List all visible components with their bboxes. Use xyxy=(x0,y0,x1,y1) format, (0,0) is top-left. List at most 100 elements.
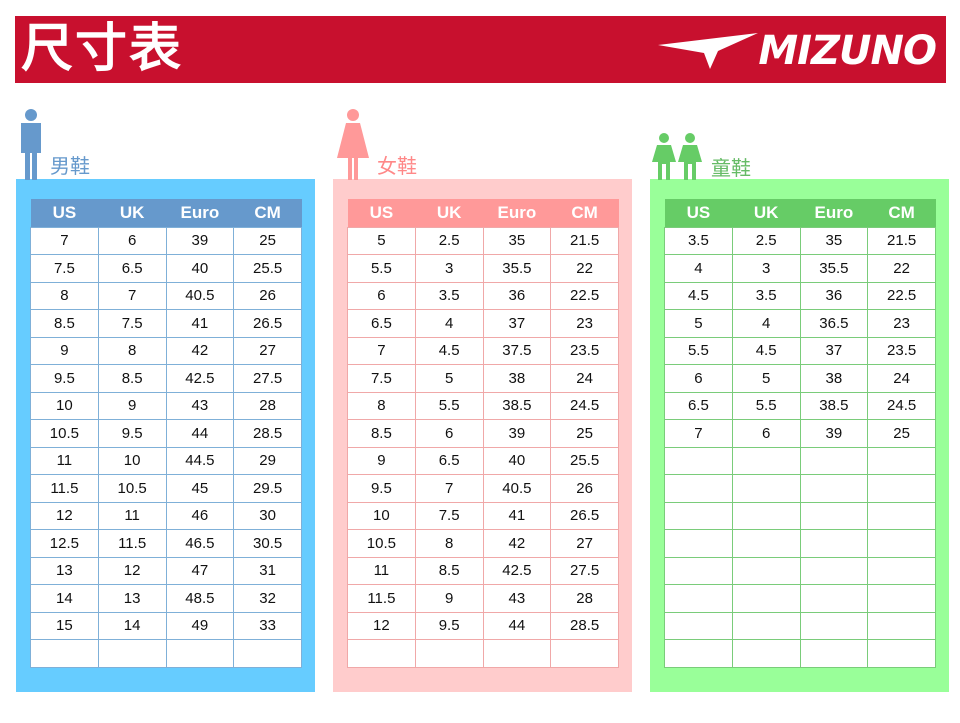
table-cell: 35 xyxy=(799,226,869,255)
table-cell: 22 xyxy=(550,254,619,283)
table-row: 11 10 44.5 29 xyxy=(30,446,302,475)
table-cell xyxy=(233,639,302,668)
table-cell: 3.5 xyxy=(664,226,733,255)
table-cell: 8.5 xyxy=(347,419,416,448)
table-cell xyxy=(799,639,869,668)
table-cell: 25 xyxy=(867,419,936,448)
table-row: 11.5 9 43 28 xyxy=(347,584,619,613)
table-cell: 8.5 xyxy=(30,309,99,338)
table-cell: 40.5 xyxy=(482,474,552,503)
table-cell: 28.5 xyxy=(550,611,619,640)
table-cell: 45 xyxy=(165,474,235,503)
table-cell: 49 xyxy=(165,611,235,640)
table-row: 6 5 38 24 xyxy=(664,364,936,393)
mizuno-logo: MIZUNO xyxy=(658,26,937,76)
table-cell: 9.5 xyxy=(30,364,99,393)
table-row xyxy=(664,446,936,475)
table-row: 10 7.5 41 26.5 xyxy=(347,501,619,530)
table-cell: 6 xyxy=(731,419,801,448)
table-row: 9 6.5 40 25.5 xyxy=(347,446,619,475)
table-cell xyxy=(867,556,936,585)
table-cell: 11 xyxy=(347,556,416,585)
table-cell: 11.5 xyxy=(97,529,167,558)
table-cell xyxy=(97,639,167,668)
table-cell: 8 xyxy=(347,391,416,420)
column-header: CM xyxy=(867,199,936,227)
table-cell: 3.5 xyxy=(731,281,801,310)
table-cell xyxy=(867,501,936,530)
table-cell: 38.5 xyxy=(799,391,869,420)
runbird-icon xyxy=(658,33,759,69)
table-cell: 4 xyxy=(731,309,801,338)
table-cell: 10.5 xyxy=(30,419,99,448)
table-row: 7 6 39 25 xyxy=(30,226,302,255)
table-cell xyxy=(664,639,733,668)
table-cell: 5 xyxy=(664,309,733,338)
table-cell: 29.5 xyxy=(233,474,302,503)
table-cell: 22.5 xyxy=(550,281,619,310)
table-row: 7 6 39 25 xyxy=(664,419,936,448)
table-cell: 8 xyxy=(414,529,484,558)
table-cell xyxy=(664,611,733,640)
women-size-table: US UK Euro CM 5 2.5 35 21.5 5.5 3 35.5 22 6 3.5 36 22.5… xyxy=(347,199,619,668)
men-label: 男鞋 xyxy=(50,154,90,178)
table-cell: 40 xyxy=(482,446,552,475)
women-label: 女鞋 xyxy=(377,154,417,178)
table-cell: 4.5 xyxy=(414,336,484,365)
table-cell xyxy=(731,529,801,558)
table-cell: 23 xyxy=(550,309,619,338)
table-row xyxy=(347,639,619,668)
table-cell: 26 xyxy=(550,474,619,503)
column-header: Euro xyxy=(800,199,868,227)
table-cell xyxy=(664,529,733,558)
table-cell: 25 xyxy=(233,226,302,255)
table-row: 5.5 4.5 37 23.5 xyxy=(664,336,936,365)
table-cell: 9 xyxy=(414,584,484,613)
table-cell: 38 xyxy=(799,364,869,393)
table-cell xyxy=(731,556,801,585)
table-cell: 5.5 xyxy=(731,391,801,420)
table-cell: 44 xyxy=(482,611,552,640)
column-header: UK xyxy=(415,199,483,227)
table-cell: 23.5 xyxy=(550,336,619,365)
table-cell xyxy=(165,639,235,668)
table-cell: 42.5 xyxy=(482,556,552,585)
table-row: 10.5 9.5 44 28.5 xyxy=(30,419,302,448)
table-cell: 40.5 xyxy=(165,281,235,310)
table-cell: 48.5 xyxy=(165,584,235,613)
table-row: 5 4 36.5 23 xyxy=(664,309,936,338)
table-cell: 6.5 xyxy=(347,309,416,338)
table-cell: 12 xyxy=(30,501,99,530)
table-cell: 29 xyxy=(233,446,302,475)
table-cell: 7 xyxy=(97,281,167,310)
table-cell: 9.5 xyxy=(414,611,484,640)
table-cell xyxy=(867,584,936,613)
table-cell xyxy=(731,446,801,475)
table-cell: 7 xyxy=(414,474,484,503)
table-cell: 9.5 xyxy=(97,419,167,448)
table-cell xyxy=(731,584,801,613)
table-cell xyxy=(867,639,936,668)
table-cell: 7.5 xyxy=(414,501,484,530)
table-cell: 23 xyxy=(867,309,936,338)
table-cell: 12 xyxy=(347,611,416,640)
table-row: 10 9 43 28 xyxy=(30,391,302,420)
table-cell: 28.5 xyxy=(233,419,302,448)
man-icon xyxy=(21,109,41,180)
table-cell: 10.5 xyxy=(97,474,167,503)
table-cell: 38 xyxy=(482,364,552,393)
table-cell: 5.5 xyxy=(414,391,484,420)
table-cell xyxy=(414,639,484,668)
table-row: 11.5 10.5 45 29.5 xyxy=(30,474,302,503)
table-cell: 46 xyxy=(165,501,235,530)
table-cell xyxy=(664,584,733,613)
table-cell: 42.5 xyxy=(165,364,235,393)
column-header: CM xyxy=(550,199,619,227)
table-row xyxy=(664,501,936,530)
table-cell: 35 xyxy=(482,226,552,255)
table-cell: 7.5 xyxy=(97,309,167,338)
header-banner: 尺寸表 MIZUNO xyxy=(15,16,946,83)
table-header-row: US UK Euro CM xyxy=(664,199,936,227)
table-cell: 6 xyxy=(664,364,733,393)
table-cell xyxy=(550,639,619,668)
